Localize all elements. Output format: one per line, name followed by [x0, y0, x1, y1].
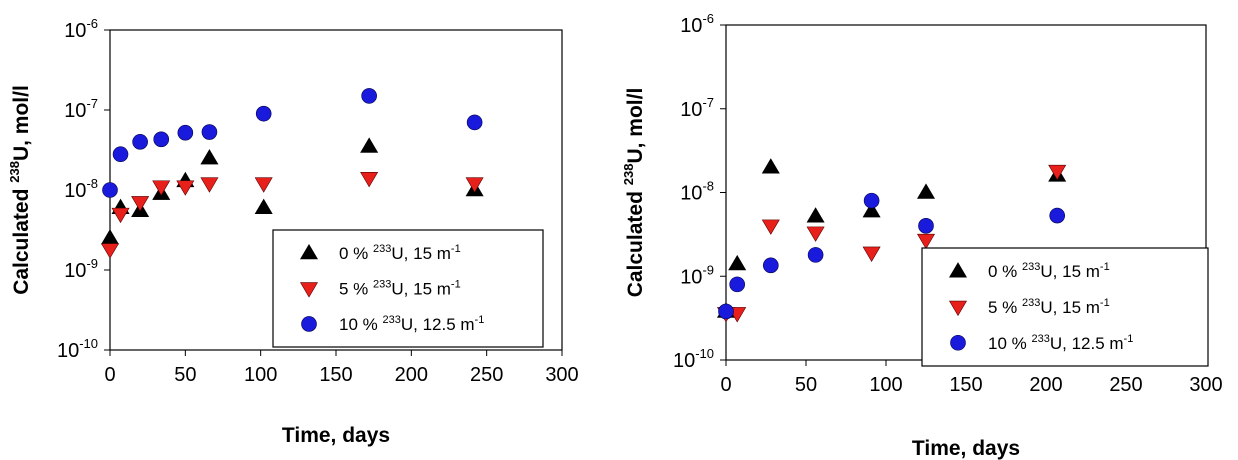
data-point: [152, 180, 171, 196]
y-tick-label: 10-6: [680, 11, 714, 37]
data-point: [111, 207, 130, 224]
data-point: [807, 247, 824, 263]
x-tick-label: 300: [1189, 374, 1222, 396]
y-tick-label: 10-10: [673, 346, 714, 372]
y-tick-label: 10-7: [680, 95, 714, 121]
x-tick-label: 150: [949, 374, 982, 396]
data-point: [360, 137, 379, 153]
data-point: [177, 124, 194, 141]
data-point: [806, 226, 825, 242]
data-point: [806, 207, 825, 223]
series-circle: [102, 88, 483, 198]
legend-marker: [948, 300, 968, 317]
x-tick-label: 200: [1029, 374, 1062, 396]
legend-label: 10 % 233U, 12.5 m-1: [339, 314, 484, 334]
legend-label: 10 % 233U, 12.5 m-1: [988, 333, 1133, 353]
data-point: [131, 196, 150, 212]
series-triangle-down: [100, 172, 484, 259]
x-tick-label: 200: [395, 364, 428, 386]
legend-label: 5 % 233U, 15 m-1: [988, 297, 1110, 317]
data-point: [255, 105, 272, 122]
data-point: [112, 146, 129, 163]
x-tick-label: 50: [174, 364, 196, 386]
x-tick-label: 300: [545, 364, 578, 386]
legend-box: [272, 229, 544, 348]
data-point: [100, 229, 120, 245]
x-tick-label: 0: [104, 364, 115, 386]
legend-label: 5 % 233U, 15 m-1: [339, 279, 461, 299]
y-axis-title: Calculated 238U, mol/l: [621, 88, 647, 298]
data-point: [466, 114, 483, 131]
legend-marker: [950, 334, 966, 351]
chart-1: 0 50 100 150 200 250 300 10-10 10-9 10-8 10-7 10-6 T…: [7, 16, 579, 447]
data-point: [728, 254, 747, 271]
x-tick-label: 250: [1109, 374, 1142, 396]
legend-label: 0 % 233U, 15 m-1: [339, 243, 461, 263]
x-tick-label: 50: [795, 374, 817, 396]
data-point: [918, 218, 934, 234]
data-point: [176, 180, 195, 196]
y-tick-label: 10-8: [64, 176, 98, 202]
y-tick-label: 10-8: [680, 179, 714, 205]
data-point: [200, 177, 219, 193]
data-point: [863, 192, 880, 209]
data-point: [132, 134, 148, 150]
x-axis-title: Time, days: [282, 424, 390, 447]
x-tick-label: 100: [869, 374, 902, 396]
series-circle: [718, 192, 1065, 320]
data-point: [762, 257, 779, 274]
data-point: [862, 201, 881, 218]
data-point: [862, 246, 881, 262]
chart-2: 0 50 100 150 200 250 300 10-10 10-9 10-8 10-7 10-6 T…: [621, 11, 1223, 460]
data-point: [200, 149, 219, 165]
data-point: [465, 177, 484, 193]
data-point: [718, 303, 734, 320]
data-point: [361, 88, 377, 104]
legend-marker: [948, 262, 968, 278]
x-tick-label: 150: [319, 364, 352, 386]
data-point: [761, 158, 780, 174]
y-tick-label: 10-6: [64, 16, 98, 42]
data-point: [1049, 207, 1065, 224]
legend-marker: [299, 282, 319, 298]
legend: 0 % 233U, 15 m-1 5 % 233U, 15 m-1 10 % 233…: [272, 229, 544, 348]
data-point: [102, 182, 118, 198]
y-tick-label: 10-10: [57, 336, 98, 362]
legend-marker: [299, 243, 319, 260]
legend: 0 % 233U, 15 m-1 5 % 233U, 15 m-1 10 % 233…: [921, 247, 1209, 367]
data-point: [761, 219, 780, 235]
data-point: [100, 243, 120, 259]
data-point: [360, 172, 379, 188]
x-tick-label: 250: [470, 364, 503, 386]
data-point: [1048, 164, 1067, 181]
y-tick-label: 10-9: [680, 262, 714, 288]
y-tick-label: 10-7: [64, 96, 98, 122]
data-point: [916, 183, 936, 199]
legend-label: 0 % 233U, 15 m-1: [988, 261, 1110, 281]
x-tick-label: 100: [244, 364, 277, 386]
data-point: [254, 198, 273, 214]
data-point: [254, 177, 273, 193]
legend-marker: [301, 316, 317, 332]
y-tick-label: 10-9: [64, 256, 98, 282]
data-point: [153, 131, 170, 148]
data-point: [201, 124, 218, 140]
legend-box: [921, 247, 1209, 367]
y-axis-title: Calculated 238U, mol/l: [7, 85, 33, 295]
x-tick-label: 0: [720, 374, 731, 396]
x-axis-title: Time, days: [912, 437, 1020, 460]
data-point: [916, 233, 936, 250]
data-point: [729, 276, 746, 293]
